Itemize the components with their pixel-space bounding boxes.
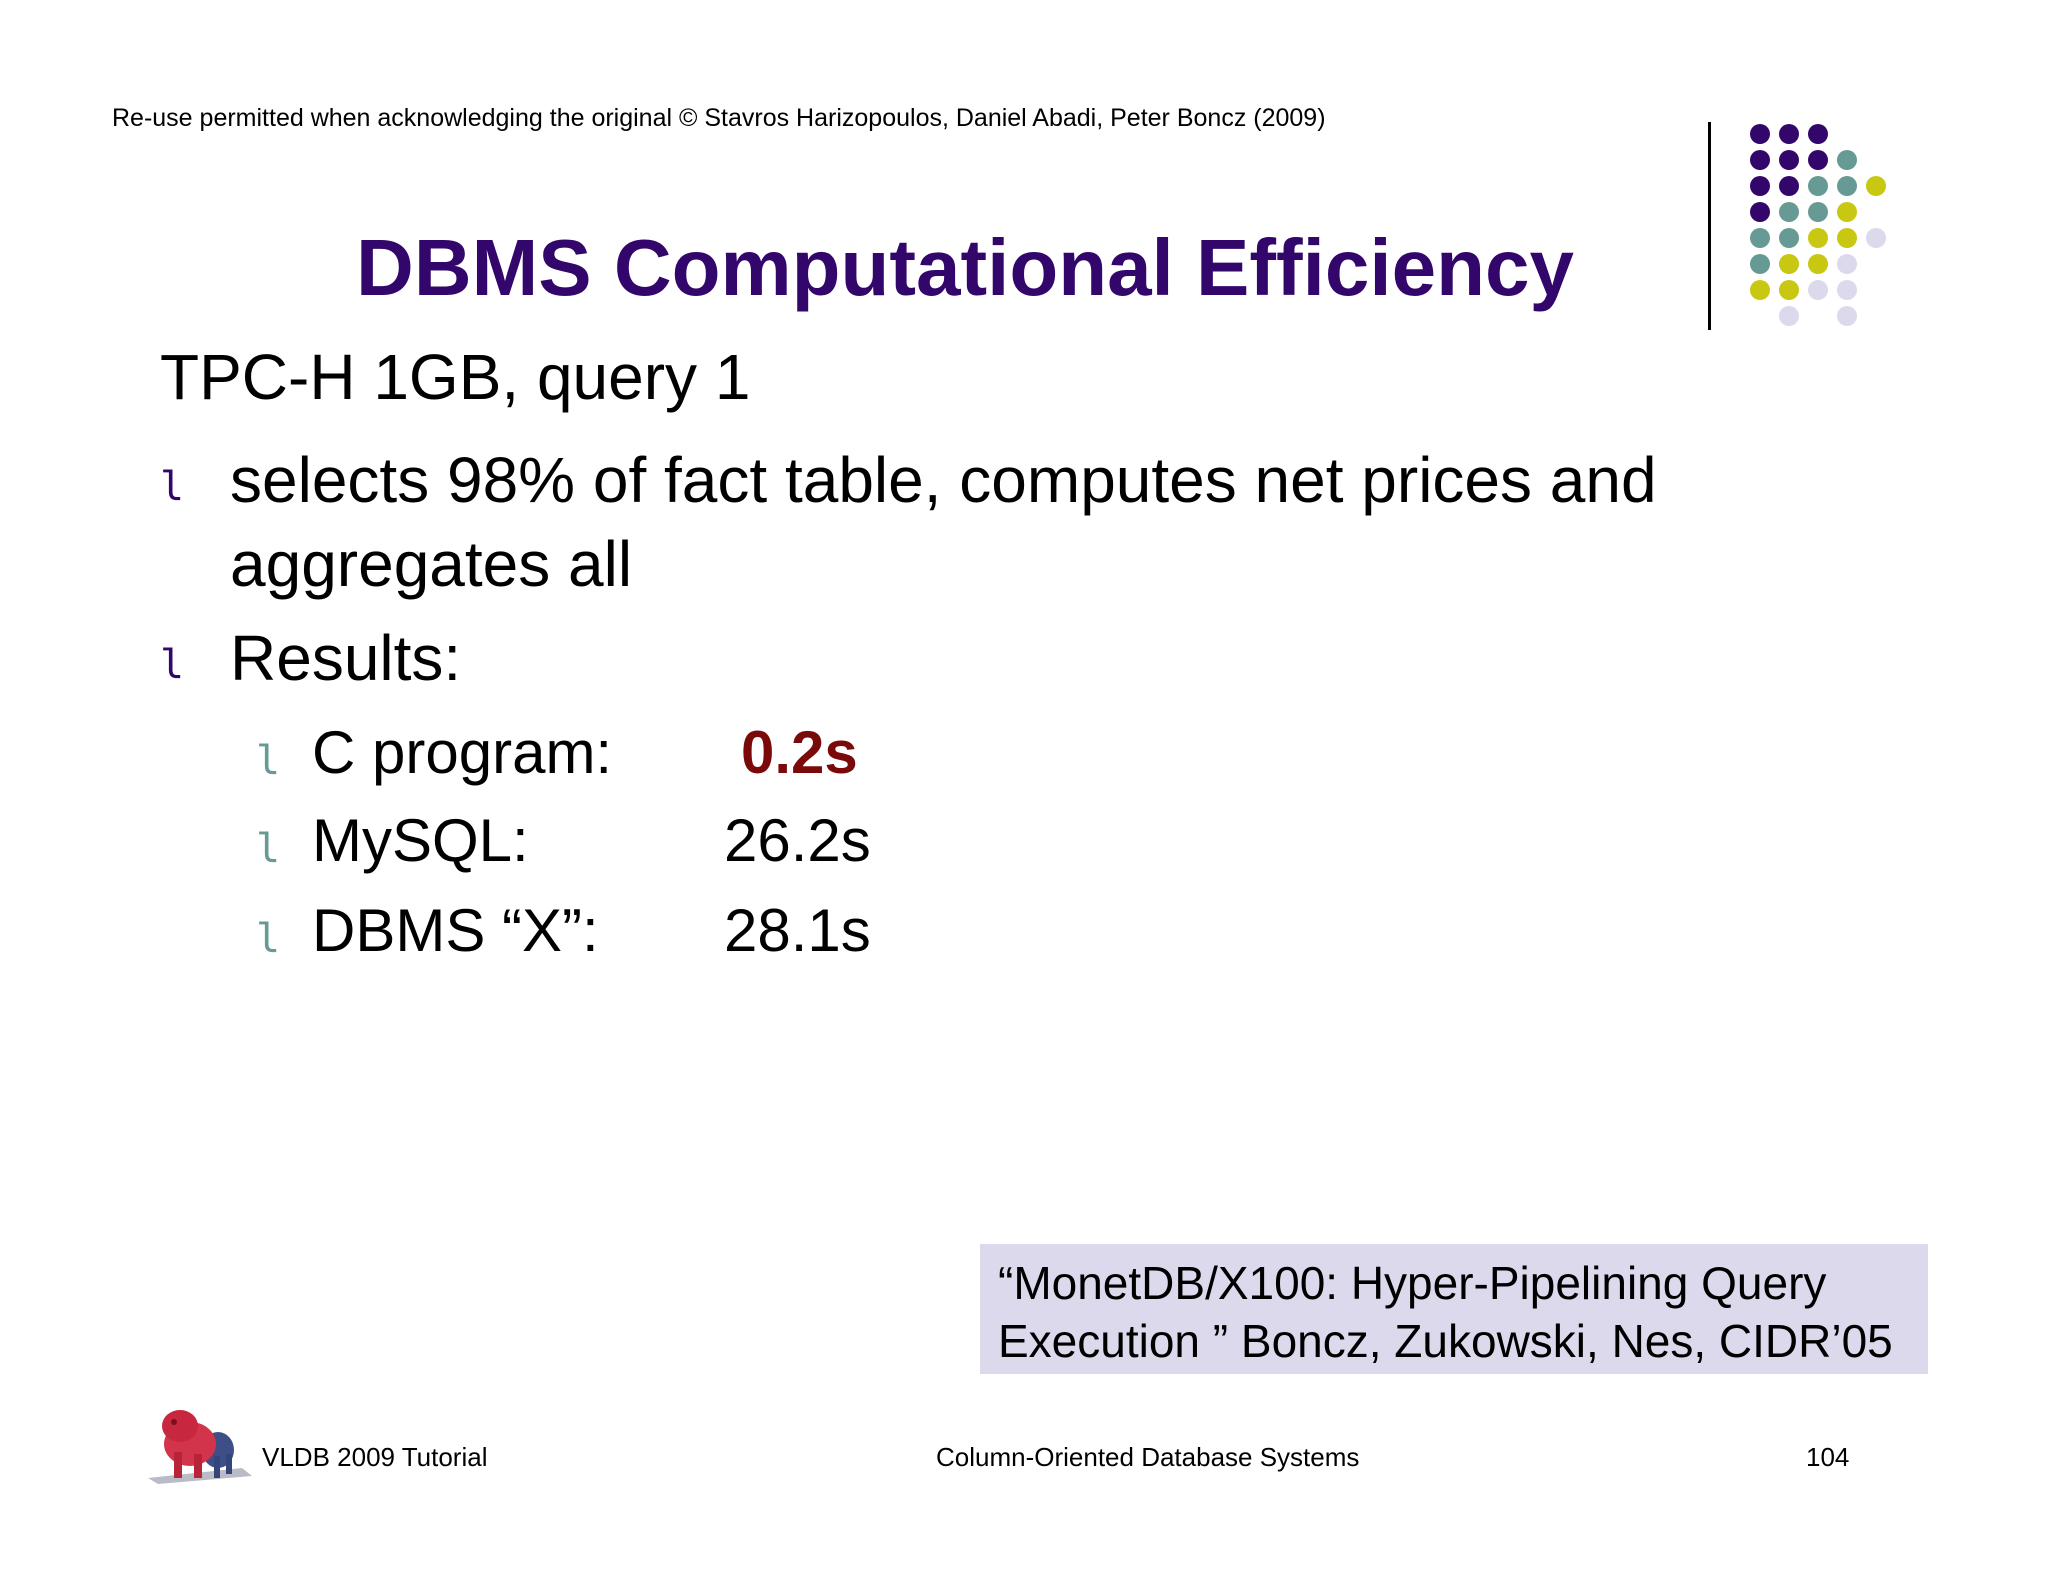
header-divider xyxy=(1708,122,1711,330)
bullet-marker: l xyxy=(160,464,185,510)
citation-line: Execution ” Boncz, Zukowski, Nes, CIDR’0… xyxy=(998,1315,1893,1367)
slide-title: DBMS Computational Efficiency xyxy=(356,223,1574,312)
bullet-marker: l xyxy=(256,826,281,872)
result-label: DBMS “X”: xyxy=(312,897,599,964)
bullet-text-line: aggregates all xyxy=(230,528,633,600)
body-heading: TPC-H 1GB, query 1 xyxy=(160,341,751,413)
bullet-text-line: Results: xyxy=(230,622,462,694)
citation-box: “MonetDB/X100: Hyper-Pipelining Query Ex… xyxy=(980,1244,1928,1374)
result-label: MySQL: xyxy=(312,807,529,874)
copyright-notice: Re-use permitted when acknowledging the … xyxy=(112,104,1326,132)
citation-line: “MonetDB/X100: Hyper-Pipelining Query xyxy=(998,1257,1827,1309)
decorative-dot-grid-icon xyxy=(1750,124,1886,326)
result-value: 0.2s xyxy=(741,719,858,786)
lion-logo-icon xyxy=(148,1410,252,1484)
result-value: 28.1s xyxy=(724,897,871,964)
footer-course-title: Column-Oriented Database Systems xyxy=(936,1442,1360,1472)
bullet-marker: l xyxy=(160,642,185,688)
bullet-marker: l xyxy=(256,916,281,962)
result-label: C program: xyxy=(312,719,613,786)
result-value: 26.2s xyxy=(724,807,871,874)
footer-event: VLDB 2009 Tutorial xyxy=(262,1442,488,1472)
bullet-marker: l xyxy=(256,738,281,784)
page-number: 104 xyxy=(1806,1442,1850,1472)
bullet-text-line: selects 98% of fact table, computes net … xyxy=(230,444,1657,516)
